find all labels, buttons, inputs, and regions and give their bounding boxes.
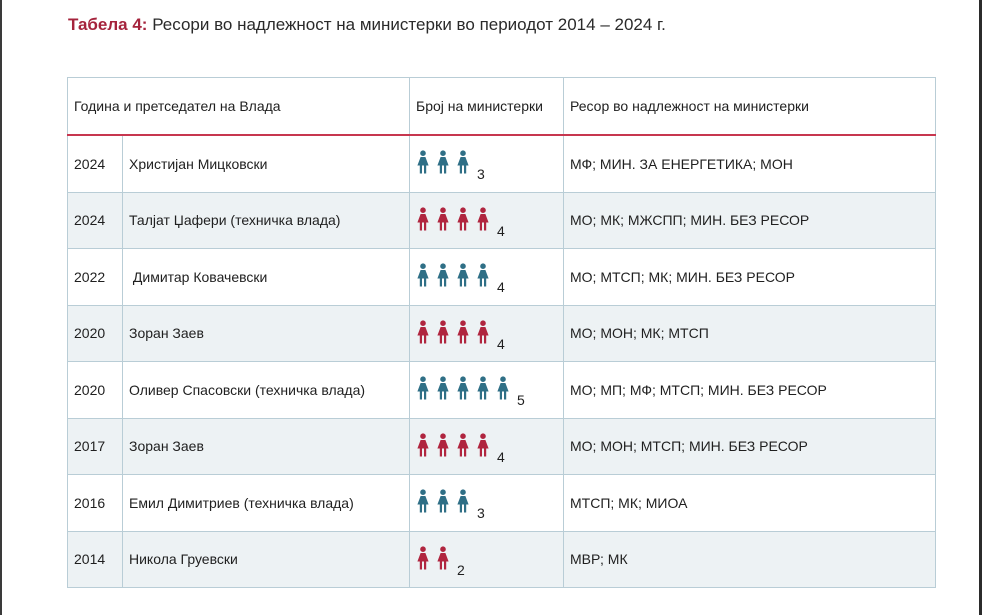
woman-figure-icon (476, 433, 490, 457)
row-prime-minister: Никола Груевски (122, 530, 410, 588)
row-resorts: МФ; МИН. ЗА ЕНЕРГЕТИКА; МОН (563, 134, 936, 193)
minister-figures (416, 207, 496, 231)
woman-figure-icon (456, 150, 470, 174)
row-prime-minister: Оливер Спасовски (техничка влада) (122, 361, 410, 419)
woman-figure-icon (416, 207, 430, 231)
right-edge-bar (979, 0, 982, 615)
count-number: 4 (497, 448, 505, 465)
table-row: 2016 Емил Димитриев (техничка влада) 3 МТСП… (67, 474, 936, 532)
row-year: 2020 (67, 361, 123, 419)
table-row: 2020 Оливер Спасовски (техничка влада) 5 МО… (67, 361, 936, 419)
row-resorts: МО; МК; МЖСПП; МИН. БЕЗ РЕСОР (563, 191, 936, 249)
count-number: 4 (497, 222, 505, 239)
row-resorts: МО; МОН; МК; МТСП (563, 304, 936, 362)
minister-figures (416, 376, 516, 400)
left-edge-bar (0, 0, 2, 615)
count-number: 4 (497, 279, 505, 296)
woman-figure-icon (436, 150, 450, 174)
woman-figure-icon (436, 320, 450, 344)
woman-figure-icon (456, 489, 470, 513)
minister-figures (416, 546, 456, 570)
header-year-pm: Година и претседател на Влада (67, 77, 410, 136)
table-row: 2017 Зоран Заев 4 МО; МОН; МТСП; МИН. БЕЗ Р… (67, 417, 936, 475)
row-resorts: МВР; МК (563, 530, 936, 588)
woman-figure-icon (476, 376, 490, 400)
woman-figure-icon (476, 320, 490, 344)
caption-label: Табела 4: (68, 15, 148, 34)
minister-figures (416, 433, 496, 457)
woman-figure-icon (416, 376, 430, 400)
row-count: 4 (409, 191, 564, 249)
woman-figure-icon (456, 263, 470, 287)
row-count: 4 (409, 417, 564, 475)
row-resorts: МО; МП; МФ; МТСП; МИН. БЕЗ РЕСОР (563, 361, 936, 419)
row-year: 2022 (67, 248, 123, 306)
table-row: 2022 Димитар Ковачевски 4 МО; МТСП; МК; МИ… (67, 248, 936, 306)
row-year: 2016 (67, 474, 123, 532)
ministers-table: Година и претседател на Влада Број на ми… (67, 77, 936, 588)
woman-figure-icon (416, 150, 430, 174)
minister-figures (416, 489, 476, 513)
woman-figure-icon (416, 489, 430, 513)
row-resorts: МО; МОН; МТСП; МИН. БЕЗ РЕСОР (563, 417, 936, 475)
row-year: 2024 (67, 191, 123, 249)
woman-figure-icon (476, 263, 490, 287)
count-number: 4 (497, 335, 505, 352)
row-prime-minister: Зоран Заев (122, 304, 410, 362)
row-count: 3 (409, 474, 564, 532)
woman-figure-icon (436, 263, 450, 287)
table-row: 2020 Зоран Заев 4 МО; МОН; МК; МТСП (67, 304, 936, 362)
minister-figures (416, 320, 496, 344)
woman-figure-icon (456, 207, 470, 231)
row-resorts: МО; МТСП; МК; МИН. БЕЗ РЕСОР (563, 248, 936, 306)
woman-figure-icon (416, 546, 430, 570)
row-year: 2020 (67, 304, 123, 362)
row-count: 4 (409, 304, 564, 362)
row-count: 2 (409, 530, 564, 588)
caption-text: Ресори во надлежност на министерки во пе… (152, 15, 666, 34)
row-prime-minister: Емил Димитриев (техничка влада) (122, 474, 410, 532)
woman-figure-icon (436, 433, 450, 457)
count-number: 3 (477, 166, 485, 183)
table-row: 2024 Талјат Џафери (техничка влада) 4 МО; М… (67, 191, 936, 249)
woman-figure-icon (416, 320, 430, 344)
woman-figure-icon (436, 376, 450, 400)
woman-figure-icon (436, 207, 450, 231)
table-row: 2014 Никола Груевски 2 МВР; МК (67, 530, 936, 588)
count-number: 3 (477, 505, 485, 522)
header-count: Број на министерки (409, 77, 564, 136)
woman-figure-icon (456, 376, 470, 400)
row-prime-minister: Талјат Џафери (техничка влада) (122, 191, 410, 249)
row-count: 5 (409, 361, 564, 419)
row-year: 2017 (67, 417, 123, 475)
header-resorts: Ресор во надлежност на министерки (563, 77, 936, 136)
row-year: 2014 (67, 530, 123, 588)
row-year: 2024 (67, 134, 123, 193)
row-resorts: МТСП; МК; МИОА (563, 474, 936, 532)
woman-figure-icon (416, 433, 430, 457)
minister-figures (416, 263, 496, 287)
row-count: 4 (409, 248, 564, 306)
woman-figure-icon (436, 489, 450, 513)
table-body: 2024 Христијан Мицковски 3 МФ; МИН. ЗА ЕНЕР… (67, 134, 936, 588)
woman-figure-icon (476, 207, 490, 231)
table-caption: Табела 4: Ресори во надлежност на минист… (68, 14, 666, 36)
woman-figure-icon (456, 320, 470, 344)
count-number: 5 (517, 392, 525, 409)
row-prime-minister: Димитар Ковачевски (122, 248, 410, 306)
row-prime-minister: Христијан Мицковски (122, 134, 410, 193)
row-count: 3 (409, 134, 564, 193)
count-number: 2 (457, 561, 465, 578)
row-prime-minister: Зоран Заев (122, 417, 410, 475)
woman-figure-icon (436, 546, 450, 570)
table-row: 2024 Христијан Мицковски 3 МФ; МИН. ЗА ЕНЕР… (67, 134, 936, 193)
minister-figures (416, 150, 476, 174)
woman-figure-icon (456, 433, 470, 457)
woman-figure-icon (416, 263, 430, 287)
woman-figure-icon (496, 376, 510, 400)
table-header-row: Година и претседател на Влада Број на ми… (67, 77, 936, 136)
